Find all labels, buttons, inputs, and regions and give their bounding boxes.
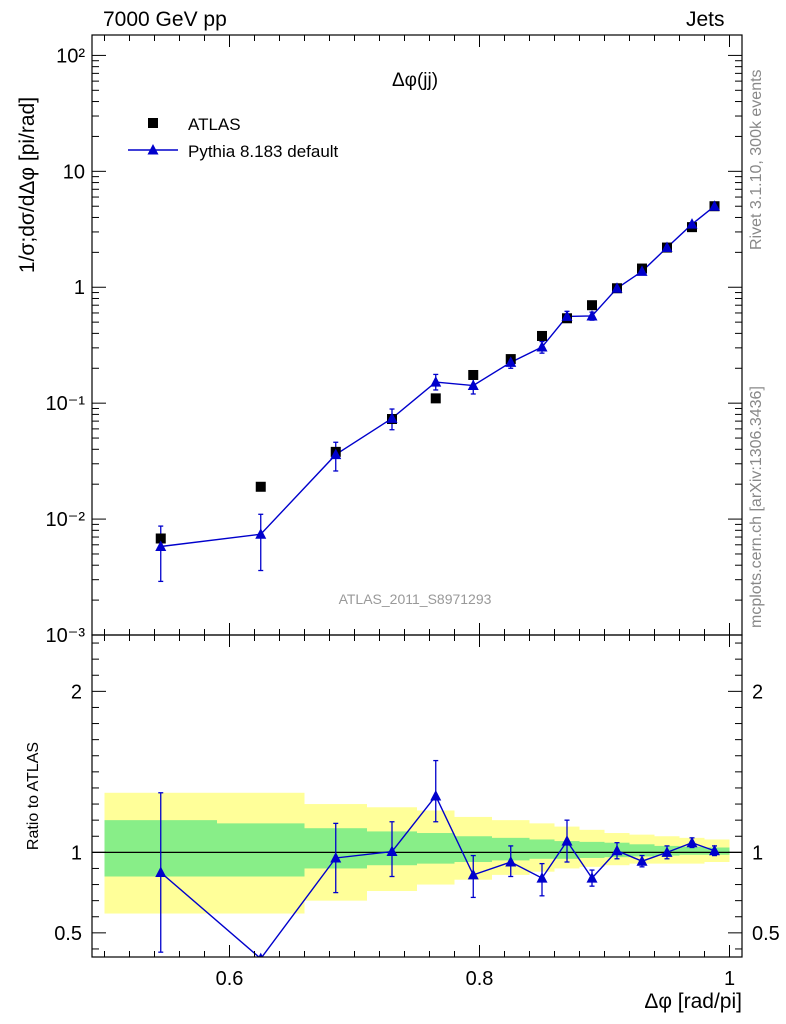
plot-title: Δφ(jj) <box>392 70 438 91</box>
ratio-mc-marker <box>536 872 548 883</box>
ratio-mc-marker <box>561 835 573 846</box>
inner-band-bin <box>217 823 305 877</box>
mc-marker <box>686 218 698 229</box>
mc-marker <box>505 356 517 367</box>
ratio-mc-marker <box>636 855 648 866</box>
header-right-label: Jets <box>686 8 725 31</box>
ratio-mc-marker <box>258 952 264 957</box>
y-tick-label: 10⁻³ <box>46 625 86 647</box>
ratio-mc-marker <box>430 790 442 801</box>
y-tick-label: 10⁻² <box>46 509 86 531</box>
atlas-data-point <box>468 369 479 380</box>
ratio-mc-marker <box>386 845 398 857</box>
mc-marker <box>636 265 648 276</box>
y-tick-label: 10 <box>63 161 85 183</box>
ratio-mc-marker <box>586 872 598 883</box>
atlas-data-point <box>255 481 266 492</box>
main-plot-area <box>155 200 720 583</box>
y-tick-label: 10² <box>56 45 85 67</box>
ratio-mc-marker <box>611 844 623 856</box>
header-left-label: 7000 GeV pp <box>103 8 227 31</box>
ratio-y-axis-title: Ratio to ATLAS <box>25 742 42 850</box>
ratio-y-tick-label-right: 1 <box>752 842 763 864</box>
legend-atlas-marker <box>148 118 158 128</box>
ratio-mc-marker <box>467 868 479 880</box>
ratio-mc-marker <box>330 851 342 863</box>
atlas-data-point <box>155 533 166 544</box>
ratio-mc-marker <box>505 856 517 867</box>
mc-marker <box>467 379 479 391</box>
ratio-mc-marker <box>661 846 673 857</box>
x-tick-label: 0.8 <box>466 968 494 990</box>
y-tick-label: 1 <box>74 277 85 299</box>
inner-band-bin <box>417 833 455 864</box>
legend-mc-marker <box>147 144 159 155</box>
ratio-y-tick-label-right: 0.5 <box>752 923 780 945</box>
analysis-watermark: ATLAS_2011_S8971293 <box>339 591 492 607</box>
x-tick-label: 0.6 <box>216 968 244 990</box>
mc-marker <box>330 448 342 460</box>
y-tick-label: 10⁻¹ <box>46 393 86 415</box>
mc-line <box>160 205 715 548</box>
ratio-y-tick-label: 2 <box>71 681 82 703</box>
x-tick-label: 1 <box>724 968 735 990</box>
legend-mc-label: Pythia 8.183 default <box>188 142 339 161</box>
mc-marker <box>430 376 442 387</box>
mc-marker <box>386 412 398 423</box>
inner-band-bin <box>579 841 605 858</box>
mc-marker <box>561 310 573 321</box>
ratio-mc-marker <box>155 866 167 877</box>
ratio-y-tick-label-right: 2 <box>752 681 763 703</box>
ratio-mc-marker <box>686 836 698 848</box>
inner-band-bin <box>679 846 705 855</box>
atlas-data-point <box>587 300 597 311</box>
atlas-data-point <box>430 393 441 404</box>
mc-marker <box>661 241 673 253</box>
legend-atlas-label: ATLAS <box>188 115 241 134</box>
mc-marker <box>155 540 167 552</box>
mc-marker <box>536 341 548 352</box>
ratio-y-tick-label: 0.5 <box>54 923 82 945</box>
mc-marker <box>255 528 267 539</box>
inner-band-bin <box>529 839 555 859</box>
ratio-mc-marker <box>709 844 720 856</box>
ratio-y-tick-label: 1 <box>71 842 82 864</box>
mc-marker <box>709 200 720 211</box>
ratio-plot-area <box>92 759 742 957</box>
inner-band-bin <box>629 844 655 857</box>
mc-marker <box>586 309 598 321</box>
mc-marker <box>611 282 623 293</box>
x-axis-title: Δφ [rad/pi] <box>644 990 742 1013</box>
y-axis-title: 1/σ;dσ/dΔφ [pi/rad] <box>16 97 39 273</box>
ratio-frame <box>91 634 743 958</box>
atlas-data-point <box>537 330 547 341</box>
